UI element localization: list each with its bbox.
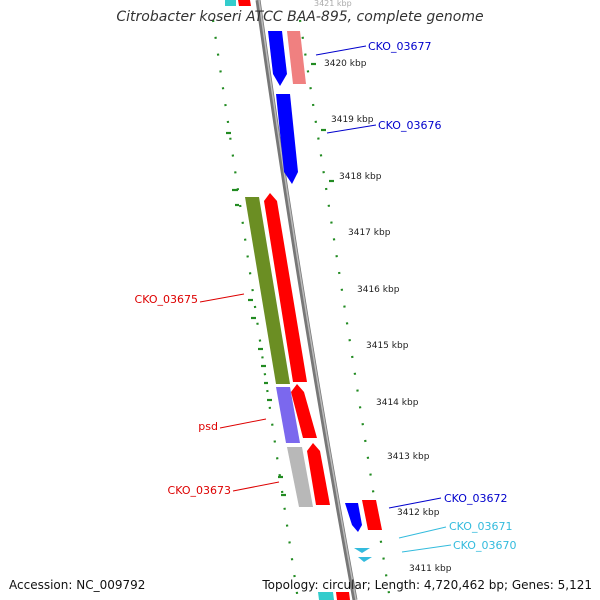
- label-lines: [199, 45, 452, 553]
- gene-label-cko-03672[interactable]: CKO_03672: [444, 492, 507, 505]
- genome-backbone: [255, 0, 358, 600]
- tick-label: 3418 kbp: [339, 172, 382, 182]
- gene-label-cko-03670[interactable]: CKO_03670: [453, 539, 516, 552]
- gene-cko-03673[interactable]: [287, 443, 330, 507]
- tick-label: 3419 kbp: [331, 115, 374, 125]
- gene-cko-03677[interactable]: [268, 31, 306, 86]
- gc-skew-marks: [226, 62, 334, 497]
- gene-cko-03675-forward[interactable]: [264, 193, 307, 382]
- gene-cko-03676[interactable]: [276, 94, 298, 184]
- top-partial-features: [225, 0, 251, 6]
- map-title: Citrobacter koseri ATCC BAA-895, complet…: [116, 9, 484, 25]
- gene-label-cko-03675[interactable]: CKO_03675: [135, 293, 198, 306]
- gene-label-cko-03677[interactable]: CKO_03677: [368, 40, 431, 53]
- tick-label: 3417 kbp: [348, 228, 391, 238]
- gene-label-cko-03676[interactable]: CKO_03676: [378, 119, 441, 132]
- accession-text: Accession: NC_009792: [9, 578, 146, 592]
- bottom-partial-features: [318, 592, 350, 600]
- gene-cko-03675[interactable]: [245, 197, 290, 384]
- gene-label-psd[interactable]: psd: [198, 420, 218, 433]
- gene-label-cko-03673[interactable]: CKO_03673: [168, 484, 231, 497]
- tick-labels: 3420 kbp 3419 kbp 3418 kbp 3417 kbp 3416…: [324, 59, 452, 574]
- tick-label: 3414 kbp: [376, 398, 419, 408]
- tick-label-top: 3421 kbp: [314, 0, 352, 8]
- tick-label: 3413 kbp: [387, 452, 430, 462]
- tick-label: 3415 kbp: [366, 341, 409, 351]
- gene-labels: CKO_03677 CKO_03676 CKO_03675 psd CKO_03…: [135, 40, 517, 552]
- genome-stats-text: Topology: circular; Length: 4,720,462 bp…: [262, 578, 592, 592]
- gene-cko-03672[interactable]: [345, 500, 382, 532]
- tick-label: 3420 kbp: [324, 59, 367, 69]
- gene-label-cko-03671[interactable]: CKO_03671: [449, 520, 512, 533]
- tick-label: 3411 kbp: [409, 564, 452, 574]
- tick-label: 3416 kbp: [357, 285, 400, 295]
- gene-psd[interactable]: [276, 384, 317, 443]
- tick-label: 3412 kbp: [397, 508, 440, 518]
- trna-cko-03671[interactable]: [354, 548, 372, 562]
